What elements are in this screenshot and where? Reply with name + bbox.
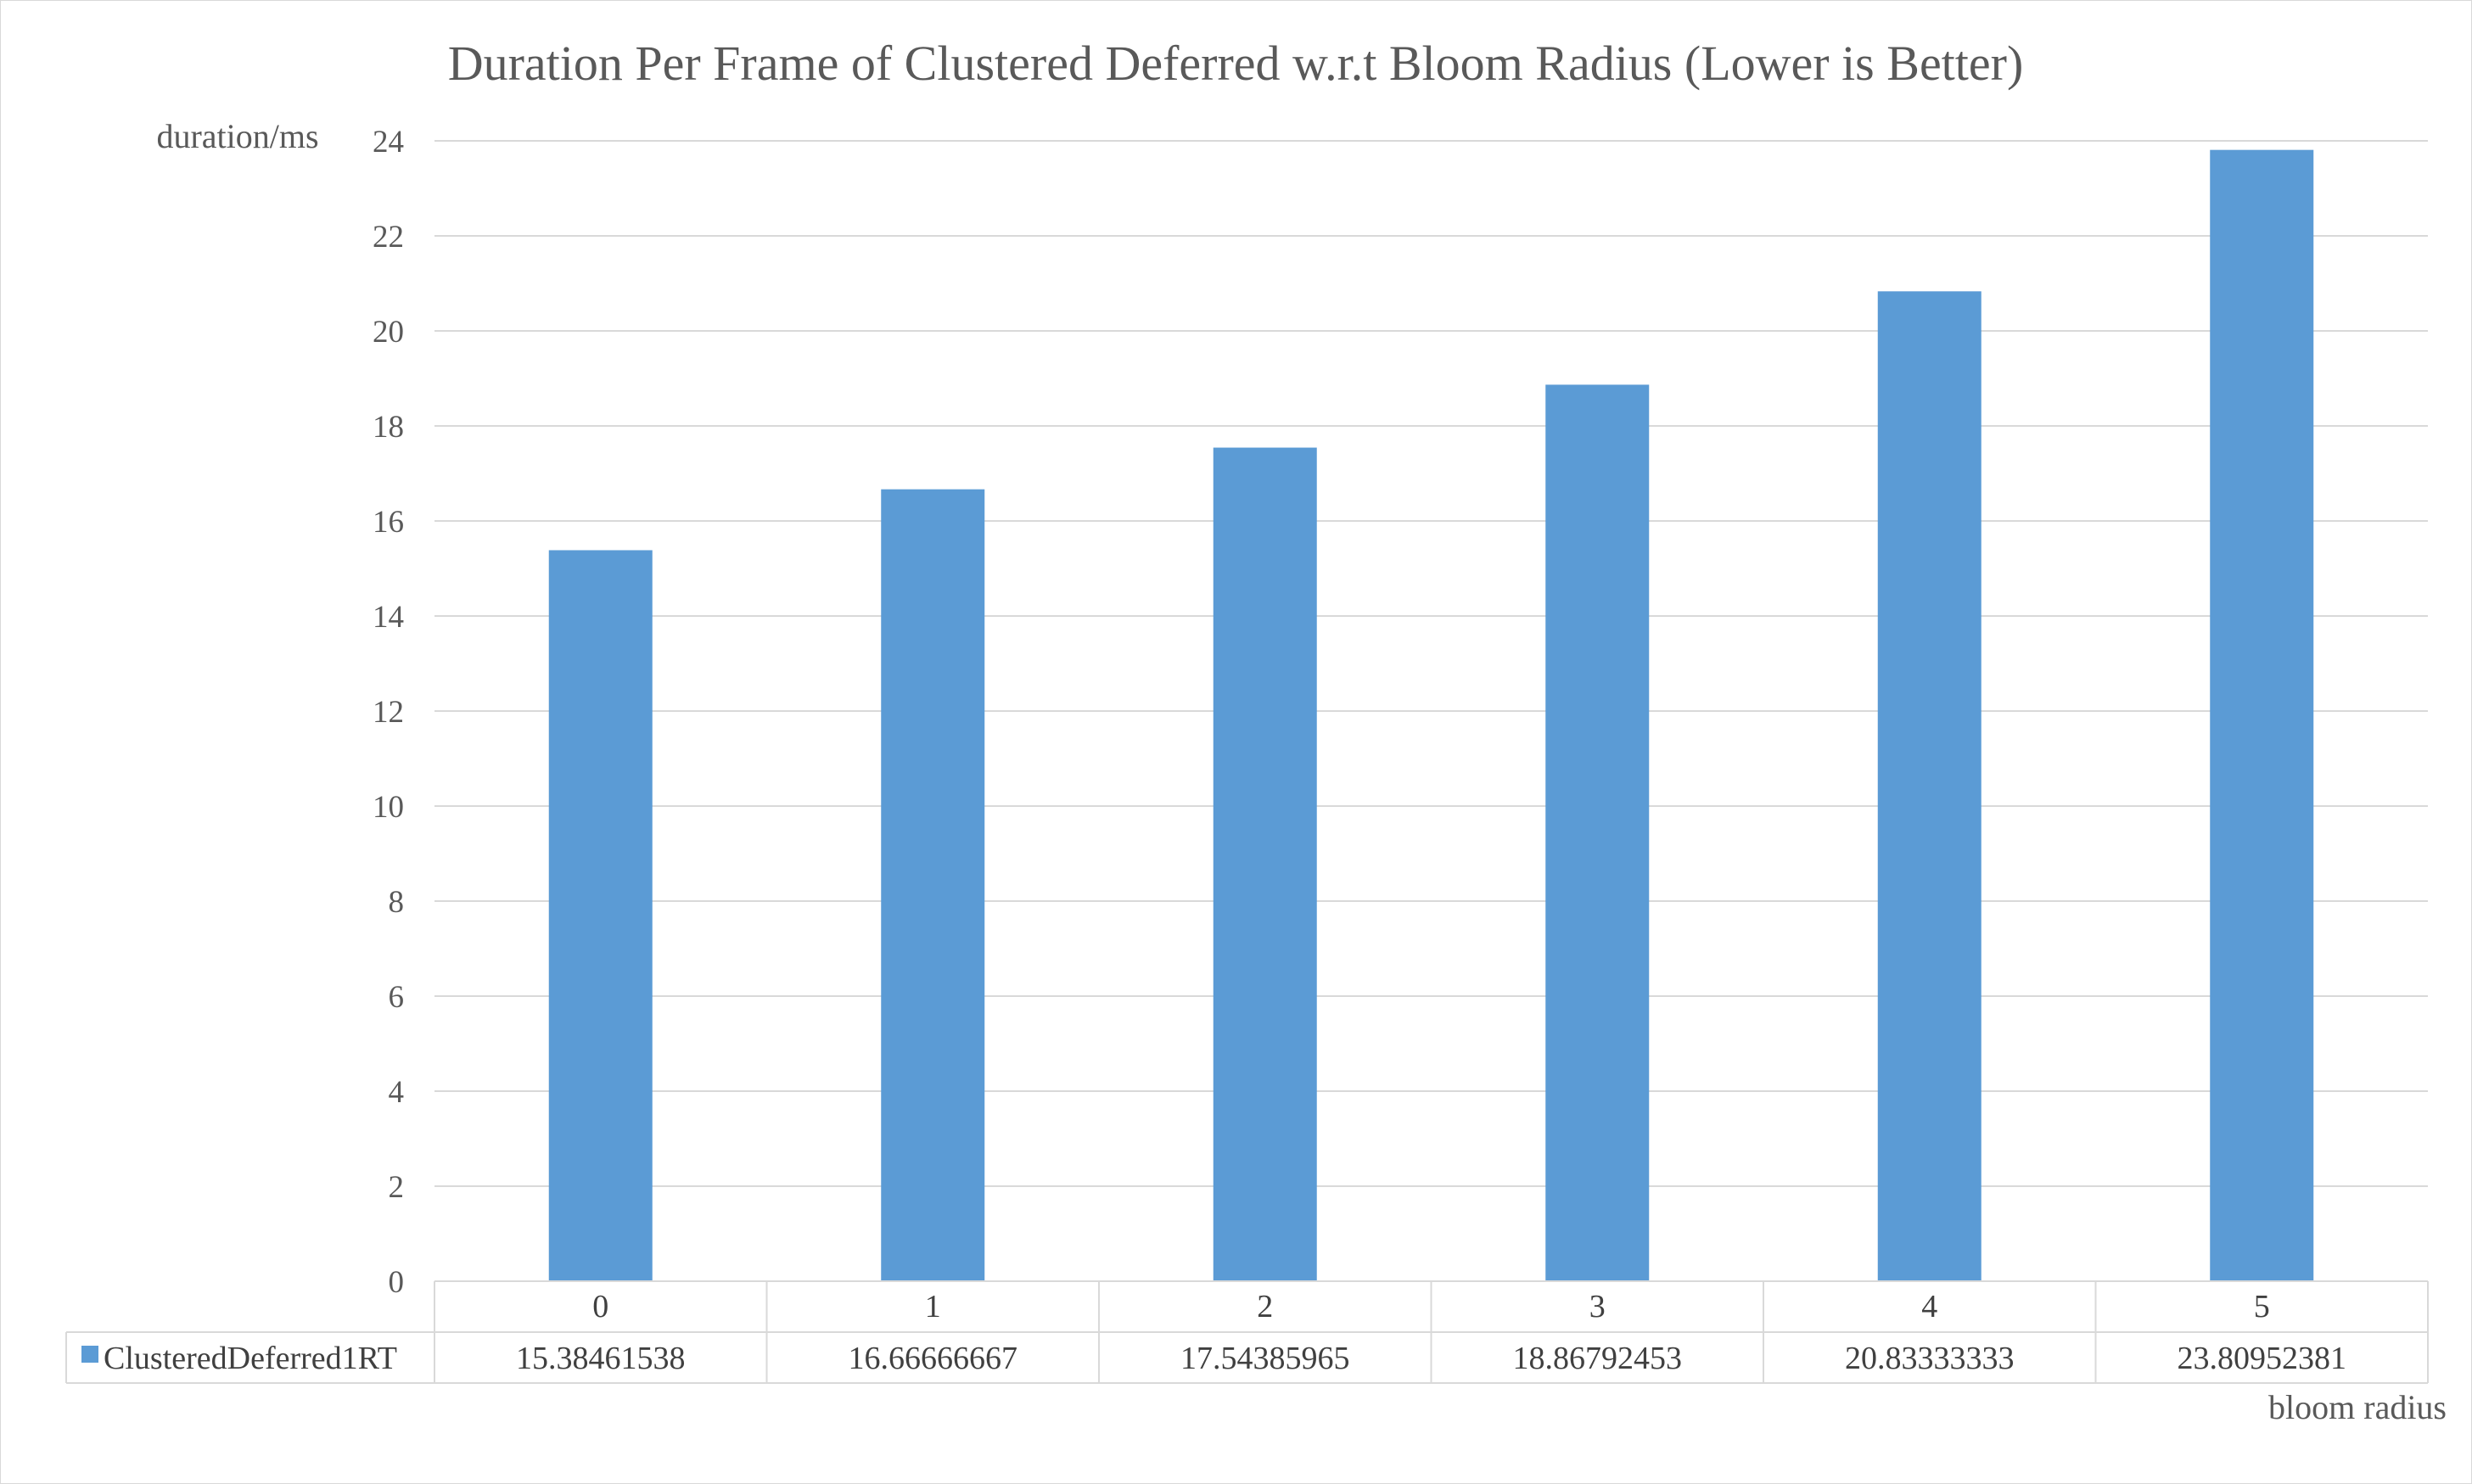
legend-series-name: ClusteredDeferred1RT xyxy=(104,1341,397,1376)
bars xyxy=(548,149,2314,1282)
bar-3 xyxy=(1545,384,1650,1281)
x-category-label: 5 xyxy=(2254,1289,2270,1324)
bar-5 xyxy=(2210,149,2314,1282)
x-category-label: 2 xyxy=(1257,1289,1273,1324)
y-tick-label: 18 xyxy=(373,410,404,445)
data-table-value: 23.80952381 xyxy=(2178,1341,2347,1376)
y-tick-label: 0 xyxy=(389,1265,405,1300)
y-axis-label: duration/ms xyxy=(156,117,318,155)
y-tick-label: 12 xyxy=(373,695,404,730)
x-category-label: 1 xyxy=(925,1289,941,1324)
y-tick-label: 24 xyxy=(373,125,404,160)
data-table-value: 17.54385965 xyxy=(1180,1341,1350,1376)
y-tick-label: 10 xyxy=(373,790,404,825)
bar-4 xyxy=(1877,291,1982,1281)
x-category-label: 3 xyxy=(1589,1289,1606,1324)
legend-swatch xyxy=(81,1346,98,1363)
y-tick-label: 2 xyxy=(389,1170,405,1205)
data-table-value: 18.86792453 xyxy=(1513,1341,1683,1376)
y-tick-label: 14 xyxy=(373,600,404,635)
bar-1 xyxy=(881,489,985,1281)
y-tick-label: 16 xyxy=(373,505,404,540)
chart-title: Duration Per Frame of Clustered Deferred… xyxy=(448,36,2024,91)
y-tick-label: 6 xyxy=(389,980,405,1015)
y-tick-label: 4 xyxy=(389,1075,405,1110)
bar-0 xyxy=(548,550,653,1281)
y-tick-label: 22 xyxy=(373,220,404,255)
data-table-value: 16.66666667 xyxy=(849,1341,1018,1376)
y-tick-label: 8 xyxy=(389,885,405,920)
y-tick-label: 20 xyxy=(373,315,404,350)
x-category-label: 0 xyxy=(592,1289,608,1324)
data-table-value: 15.38461538 xyxy=(516,1341,686,1376)
x-category-label: 4 xyxy=(1921,1289,1937,1324)
x-axis-label: bloom radius xyxy=(2268,1388,2447,1426)
data-table-value: 20.83333333 xyxy=(1845,1341,2015,1376)
data-table: 0 15.38461538 1 16.66666667 2 17.54385965 3 18.… xyxy=(65,1280,2429,1384)
bar-2 xyxy=(1213,447,1317,1281)
